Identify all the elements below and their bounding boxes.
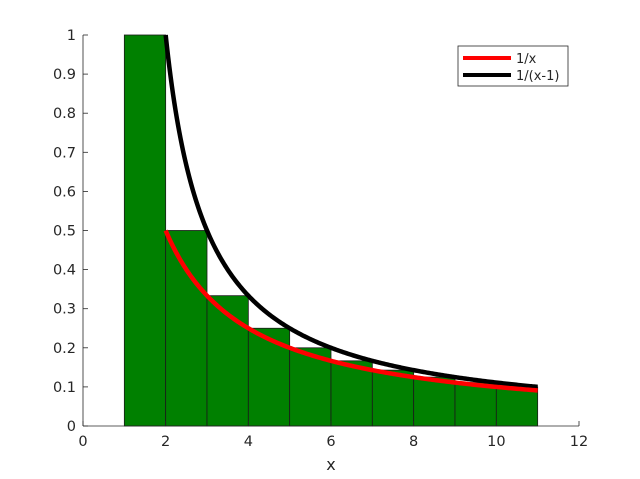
axes: 0 2 4 6 8 10 12 0 0.1 0.2 0.3 0.4 0.5 0.6 0.7 0.8 0.9 1 (53, 28, 588, 450)
bar (123, 34, 167, 427)
x-tick-label: 10 (487, 434, 505, 450)
y-tick-label: 0.1 (53, 380, 76, 396)
bar (206, 295, 249, 427)
y-tick-label: 0.3 (53, 302, 76, 318)
y-tick-label: 0.7 (53, 145, 76, 161)
line-series-1-over-x-minus-1 (163, 34, 538, 390)
bar (413, 376, 456, 427)
y-tick-label: 0.9 (53, 67, 76, 83)
bar (371, 369, 415, 427)
bar-series (123, 34, 539, 427)
line-series-1-over-x (163, 229, 538, 393)
legend-box (457, 45, 569, 87)
y-tick-label: 0.6 (53, 184, 76, 200)
x-tick-label: 2 (161, 434, 170, 450)
bar (165, 230, 208, 427)
bar (495, 386, 539, 427)
y-tick-label: 1 (67, 28, 76, 44)
y-tick-label: 0.8 (53, 106, 76, 122)
y-tick-label: 0.2 (53, 341, 76, 357)
bar (330, 360, 373, 427)
y-tick-label: 0.5 (53, 224, 76, 240)
x-tick-label: 4 (244, 434, 253, 450)
bar (247, 327, 291, 427)
legend-label-1-over-x-minus-1: 1/(x-1) (516, 69, 559, 84)
y-tick-label: 0 (67, 419, 76, 435)
x-tick-label: 8 (409, 434, 418, 450)
y-tick-label: 0.4 (53, 263, 76, 279)
x-tick-label: 6 (326, 434, 335, 450)
bar (454, 382, 497, 427)
x-axis-label: x (326, 455, 335, 474)
x-tick-label: 0 (78, 434, 87, 450)
x-tick-label: 12 (570, 434, 588, 450)
legend: 1/x 1/(x-1) (457, 45, 569, 87)
legend-label-1-over-x: 1/x (516, 52, 537, 67)
